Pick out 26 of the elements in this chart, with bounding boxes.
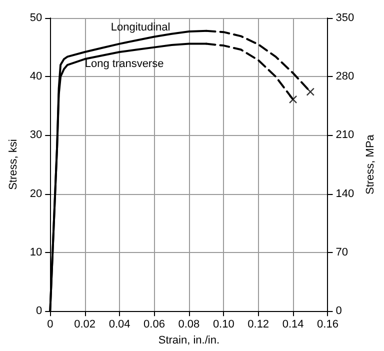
x-tick-label: 0.04: [108, 318, 130, 331]
y2-tick-label: 70: [336, 246, 348, 258]
y2-tick-label: 140: [336, 188, 354, 200]
x-tick-label: 0.12: [248, 318, 270, 331]
series-label: Long transverse: [84, 58, 164, 70]
y2-tick-label: 350: [336, 12, 354, 24]
y-tick-label: 40: [30, 70, 42, 83]
y-tick-label: 50: [30, 12, 42, 24]
y-tick-label: 30: [30, 129, 42, 142]
y2-tick-label: 210: [336, 129, 354, 142]
y2-tick-label: 280: [336, 70, 354, 83]
x-tick-label: 0.10: [212, 318, 234, 331]
y-axis-title: Stress, ksi: [8, 139, 20, 190]
y-tick-label: 20: [30, 188, 42, 200]
x-tick-label: 0: [47, 318, 54, 331]
y-tick-label: 0: [36, 305, 42, 318]
x-tick-label: 0.02: [74, 318, 96, 331]
x-tick-label: 0.06: [144, 318, 165, 331]
x-tick-label: 0.14: [282, 318, 304, 331]
x-axis-title: Strain, in./in.: [158, 334, 220, 346]
y2-axis-title: Stress, MPa: [364, 134, 376, 195]
x-tick-label: 0.16: [317, 318, 338, 331]
y-tick-label: 10: [30, 246, 42, 258]
series-label: Longitudinal: [110, 22, 170, 34]
y2-tick-label: 0: [336, 305, 342, 318]
x-tick-label: 0.08: [178, 318, 200, 331]
